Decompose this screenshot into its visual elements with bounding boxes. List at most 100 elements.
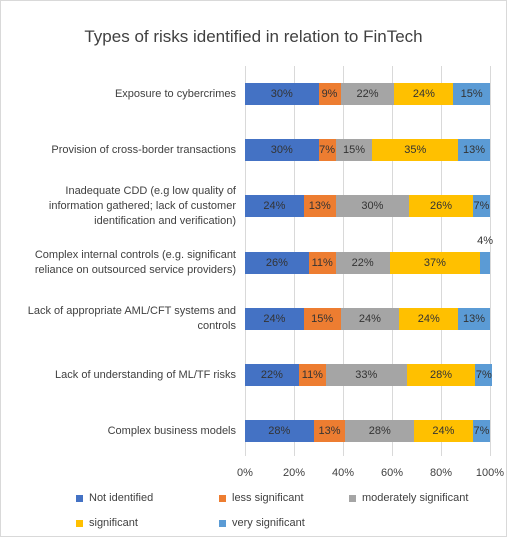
category-label: Exposure to cybercrimes (114, 87, 236, 100)
data-label: 15% (311, 312, 334, 325)
x-tick-label: 100% (475, 467, 505, 479)
data-label: 9% (321, 88, 338, 100)
bar-segment (345, 420, 415, 443)
data-label: 4% (477, 234, 494, 247)
bar-segment (245, 364, 299, 386)
bar-segment (399, 307, 459, 330)
bar-segment (340, 307, 400, 330)
data-label: 26% (429, 200, 453, 213)
legend-label: less significant (232, 492, 304, 504)
bar-segment (453, 83, 490, 105)
legend-label: Not identified (89, 492, 154, 504)
bar-segment (245, 195, 304, 218)
bar-segment (480, 251, 490, 274)
legend-swatch (76, 519, 83, 527)
bar-segment (318, 139, 336, 162)
data-label: 28% (268, 425, 291, 438)
legend-swatch (76, 494, 83, 502)
category-label: Complex business models (107, 424, 236, 437)
legend-swatch (219, 519, 226, 527)
bar-segment (313, 420, 346, 443)
x-tick-label: 60% (380, 467, 404, 479)
data-label: 24% (432, 425, 455, 438)
data-label: 7% (475, 369, 492, 381)
data-label: 13% (308, 200, 331, 213)
bar-segment (394, 83, 454, 105)
legend-label: significant (89, 517, 138, 529)
bar-segment (472, 420, 490, 443)
legend-item: less significant (219, 492, 304, 504)
bar-segment (458, 307, 490, 330)
bar-segment (245, 83, 319, 105)
legend-label: moderately significant (362, 492, 469, 504)
bar-segment (372, 139, 459, 162)
data-label: 26% (265, 256, 288, 269)
data-label: 33% (355, 369, 378, 381)
bar-segment (245, 420, 314, 443)
data-label: 15% (343, 144, 366, 157)
x-tick-label: 40% (331, 467, 355, 479)
category-label: Lack of understanding of ML/TF risks (55, 368, 236, 381)
bar-segment (475, 364, 493, 386)
data-label: 22% (351, 256, 374, 269)
x-tick-label: 80% (429, 467, 453, 479)
data-label: 35% (404, 144, 427, 157)
bar-segment (409, 195, 473, 218)
data-label: 24% (412, 88, 435, 100)
bar-segment (458, 139, 490, 162)
bar-segment (318, 83, 341, 105)
data-label: 28% (368, 425, 391, 438)
legend-swatch (219, 494, 226, 502)
data-label: 24% (358, 312, 381, 325)
bar-segment (245, 139, 319, 162)
data-label: 13% (318, 425, 341, 438)
bar-segment (335, 139, 373, 162)
bar-segment (303, 195, 336, 218)
category-label: Provision of cross-border transactions (51, 143, 236, 156)
bar-segment (298, 364, 326, 386)
data-label: 22% (260, 369, 283, 381)
bar-segment (245, 251, 309, 274)
bar-segment (245, 307, 304, 330)
data-label: 13% (463, 144, 486, 157)
bar-segment (389, 251, 481, 274)
data-label: 37% (423, 256, 446, 269)
bar-segment (472, 195, 490, 218)
legend-item: Not identified (76, 492, 153, 504)
bar-segment (308, 251, 336, 274)
data-label: 30% (361, 200, 384, 213)
data-label: 24% (417, 312, 440, 325)
x-tick-label: 0% (237, 467, 253, 479)
legend-item: moderately significant (349, 492, 468, 504)
bar-segment (325, 364, 407, 386)
category-label: Inadequate CDD (e.g low quality of infor… (48, 184, 236, 227)
grid-line (489, 66, 491, 456)
bar-segment (335, 251, 390, 274)
data-label: 11% (311, 256, 333, 269)
data-label: 30% (270, 144, 293, 157)
bar-segment (414, 420, 473, 443)
legend-item: very significant (219, 517, 305, 529)
data-label: 22% (356, 88, 379, 100)
data-label: 7% (473, 200, 490, 213)
chart-title: Types of risks identified in relation to… (84, 27, 423, 46)
data-label: 28% (429, 369, 453, 381)
bar-segment (406, 364, 476, 386)
x-tick-label: 20% (282, 467, 306, 479)
bar-segment (335, 195, 410, 218)
data-label: 15% (460, 88, 483, 100)
data-label: 7% (319, 144, 336, 157)
data-label: 24% (263, 200, 286, 213)
bar-segment (340, 83, 395, 105)
data-label: 7% (473, 425, 490, 438)
legend-swatch (349, 494, 356, 502)
data-label: 24% (263, 312, 286, 325)
legend-label: very significant (232, 517, 305, 529)
data-label: 11% (301, 369, 323, 381)
data-label: 13% (463, 312, 486, 325)
data-label: 30% (270, 88, 293, 100)
category-label: Complex internal controls (e.g. signific… (34, 248, 236, 276)
legend-item: significant (76, 517, 138, 529)
category-label: Lack of appropriate AML/CFT systems and … (27, 304, 236, 332)
